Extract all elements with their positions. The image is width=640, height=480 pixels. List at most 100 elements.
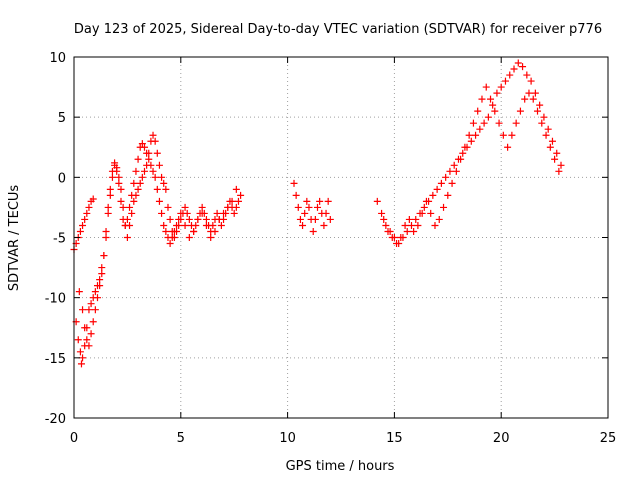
data-point <box>378 209 386 217</box>
data-point <box>228 197 236 205</box>
data-point <box>123 234 131 241</box>
data-point <box>551 155 559 163</box>
data-point <box>514 59 522 67</box>
data-point <box>143 149 151 157</box>
data-point <box>512 119 520 127</box>
data-point <box>410 227 418 235</box>
data-point <box>211 227 219 235</box>
y-tick-label: 0 <box>58 171 66 186</box>
data-point <box>93 282 101 290</box>
data-point <box>198 209 206 217</box>
data-point <box>106 191 114 199</box>
data-point <box>89 294 97 302</box>
data-point <box>149 167 157 175</box>
data-point <box>489 101 497 109</box>
data-point <box>542 131 550 139</box>
data-point <box>153 149 161 157</box>
data-point <box>322 209 330 217</box>
y-axis-label: SDTVAR / TECUs <box>7 185 22 292</box>
data-point <box>405 215 413 223</box>
data-point <box>160 179 168 187</box>
data-point <box>309 227 317 235</box>
data-point <box>108 173 116 181</box>
data-point <box>442 173 450 181</box>
data-point <box>510 65 518 73</box>
data-point <box>170 227 178 235</box>
data-point <box>523 71 531 79</box>
data-point <box>538 119 546 127</box>
data-point <box>472 131 480 139</box>
data-point <box>303 197 311 205</box>
data-point <box>136 179 144 187</box>
data-point <box>194 215 202 223</box>
data-point <box>314 203 322 211</box>
data-point <box>75 288 83 296</box>
data-point <box>207 234 215 241</box>
data-point <box>234 197 242 205</box>
data-point <box>546 143 554 151</box>
data-point <box>102 227 110 235</box>
data-point <box>202 215 210 223</box>
data-point <box>162 185 170 193</box>
y-axis-ticks: -20 -15 -10 -5 0 5 10 <box>45 51 608 427</box>
data-point <box>320 221 328 229</box>
data-point <box>548 137 556 145</box>
data-point <box>224 203 232 211</box>
data-point <box>412 215 420 223</box>
data-point <box>220 209 228 217</box>
data-point <box>237 191 245 199</box>
data-point <box>418 209 426 217</box>
data-point <box>100 252 108 260</box>
data-point <box>87 330 95 338</box>
data-point <box>444 191 452 199</box>
data-point <box>77 360 85 368</box>
data-point <box>487 95 495 103</box>
data-point <box>132 167 140 175</box>
data-point <box>382 221 390 229</box>
data-point <box>209 221 217 229</box>
data-point <box>508 131 516 139</box>
data-point <box>437 179 445 187</box>
data-point <box>192 221 200 229</box>
data-point <box>326 215 334 223</box>
data-point <box>130 179 138 187</box>
data-point <box>557 161 565 169</box>
data-point <box>501 77 509 85</box>
data-point <box>525 89 533 97</box>
grid-lines <box>74 57 608 418</box>
data-point <box>461 143 469 151</box>
data-point <box>183 209 191 217</box>
data-point <box>491 107 499 115</box>
data-point <box>158 209 166 217</box>
data-point <box>407 221 415 229</box>
data-point <box>301 209 309 217</box>
data-point <box>117 197 125 205</box>
data-point <box>104 203 112 211</box>
data-point <box>76 227 84 235</box>
data-point <box>138 140 146 148</box>
data-point <box>324 197 332 205</box>
data-point <box>128 209 136 217</box>
data-point <box>504 143 512 151</box>
data-point <box>115 179 123 187</box>
data-point <box>181 221 189 229</box>
data-point <box>98 270 106 278</box>
data-point <box>198 203 206 211</box>
y-tick-label: -10 <box>45 292 66 307</box>
data-point <box>450 161 458 169</box>
data-point <box>459 149 467 157</box>
data-point <box>181 203 189 211</box>
data-point <box>534 107 542 115</box>
y-tick-label: -5 <box>53 232 66 247</box>
data-point <box>493 89 501 97</box>
y-tick-label: 5 <box>58 111 66 126</box>
x-axis-label: GPS time / hours <box>286 459 395 474</box>
data-point <box>422 197 430 205</box>
data-point <box>166 240 174 248</box>
data-point <box>126 203 134 211</box>
data-point <box>448 179 456 187</box>
x-tick-label: 10 <box>279 431 296 446</box>
data-point <box>294 203 302 211</box>
x-tick-label: 5 <box>177 431 185 446</box>
data-point <box>76 348 84 356</box>
